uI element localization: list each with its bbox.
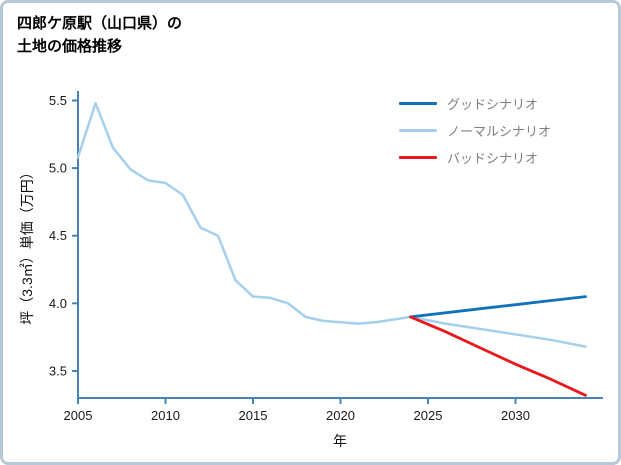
y-axis-label: 坪（3.3㎡）単価（万円） bbox=[19, 165, 35, 325]
series-line-good bbox=[409, 295, 587, 319]
series-line-bad bbox=[409, 315, 587, 397]
good-line-swatch bbox=[399, 102, 437, 105]
series-line-normal bbox=[409, 315, 587, 348]
price-trend-chart: 2005 2010 2015 2020 2025 2030 3.5 4.0 4.5 5.0 5.5 bbox=[49, 91, 603, 423]
legend-label-good: グッドシナリオ bbox=[447, 97, 539, 112]
x-tick-label: 2005 bbox=[64, 408, 93, 423]
x-tick-label: 2020 bbox=[326, 408, 355, 423]
normal-line-swatch bbox=[399, 129, 437, 132]
y-tick-label: 5.0 bbox=[49, 161, 67, 176]
x-axis-label: 年 bbox=[333, 433, 347, 449]
legend: グッドシナリオ ノーマルシナリオ バッドシナリオ bbox=[399, 95, 551, 166]
series-line-history bbox=[76, 101, 412, 325]
legend-item-good: グッドシナリオ bbox=[399, 95, 551, 112]
x-tick-label: 2010 bbox=[151, 408, 180, 423]
y-tick-label: 4.5 bbox=[49, 228, 67, 243]
y-tick-label: 5.5 bbox=[49, 93, 67, 108]
x-tick-label: 2015 bbox=[239, 408, 268, 423]
legend-label-normal: ノーマルシナリオ bbox=[447, 124, 552, 139]
y-tick-label: 3.5 bbox=[49, 363, 67, 378]
chart-series bbox=[76, 101, 587, 397]
legend-label-bad: バッドシナリオ bbox=[447, 151, 539, 166]
legend-item-normal: ノーマルシナリオ bbox=[399, 122, 551, 139]
x-tick-label: 2030 bbox=[501, 408, 530, 423]
chart-title: 四郎ケ原駅（山口県）の 土地の価格推移 bbox=[17, 13, 182, 58]
chart-title-line2: 土地の価格推移 bbox=[17, 37, 123, 55]
legend-item-bad: バッドシナリオ bbox=[399, 149, 551, 166]
chart-title-line1: 四郎ケ原駅（山口県）の bbox=[17, 15, 183, 32]
tick-labels: 2005 2010 2015 2020 2025 2030 3.5 4.0 4.5 5.0 5.5 bbox=[49, 93, 530, 423]
axes bbox=[72, 91, 603, 404]
y-tick-label: 4.0 bbox=[49, 296, 67, 311]
bad-line-swatch bbox=[399, 156, 437, 159]
x-tick-label: 2025 bbox=[414, 408, 443, 423]
